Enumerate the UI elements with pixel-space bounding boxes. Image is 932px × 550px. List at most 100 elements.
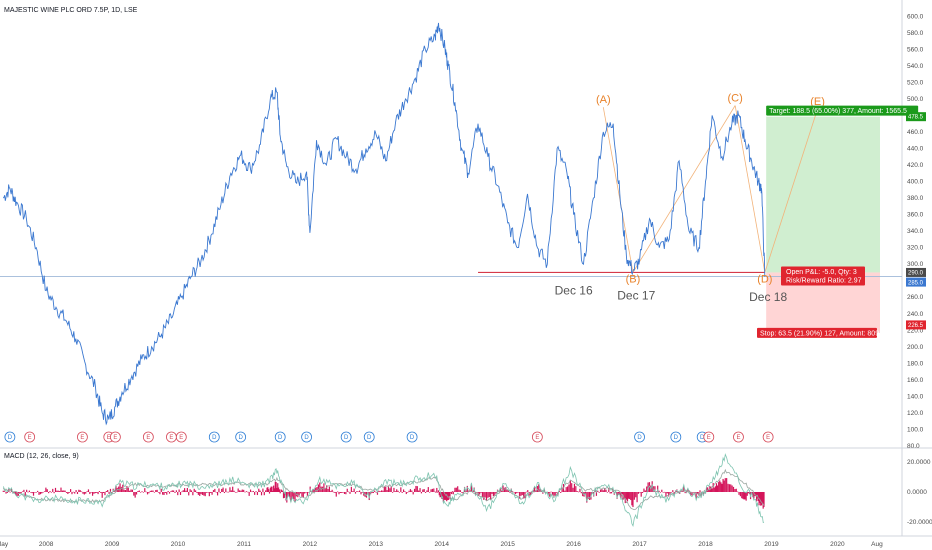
macd-histogram-bar — [419, 488, 421, 492]
time-tick-label: 2008 — [39, 541, 54, 548]
macd-histogram-bar — [640, 492, 642, 497]
dividend-icon[interactable]: D — [406, 431, 418, 443]
macd-histogram-bar — [371, 492, 373, 494]
macd-histogram-bar — [61, 490, 63, 492]
macd-histogram-bar — [251, 491, 253, 493]
time-tick-label: 2010 — [171, 541, 186, 548]
macd-histogram-bar — [401, 492, 403, 493]
earnings-icon[interactable]: E — [24, 431, 36, 443]
macd-histogram-bar — [452, 492, 454, 495]
macd-histogram-bar — [140, 492, 142, 493]
macd-histogram-bar — [627, 492, 630, 499]
macd-histogram-bar — [79, 490, 81, 492]
time-tick-label: 2018 — [698, 541, 713, 548]
svg-text:D: D — [700, 435, 705, 441]
macd-histogram-bar — [512, 491, 514, 492]
dividend-icon[interactable]: D — [274, 431, 286, 443]
macd-histogram-bar — [321, 486, 324, 492]
macd-histogram-bar — [705, 487, 708, 492]
macd-histogram-bar — [26, 489, 28, 492]
macd-histogram-bar — [633, 492, 635, 500]
earnings-icon[interactable]: E — [142, 431, 154, 443]
dividend-icon[interactable]: D — [301, 431, 312, 443]
macd-histogram-bar — [532, 489, 534, 492]
macd-histogram-bar — [518, 492, 521, 499]
macd-histogram-bar — [513, 492, 515, 493]
macd-histogram-bar — [290, 492, 292, 502]
macd-histogram-bar — [54, 487, 57, 492]
macd-histogram-bar — [87, 489, 90, 492]
macd-histogram-bar — [35, 492, 37, 493]
macd-histogram-bar — [39, 492, 41, 495]
macd-histogram-bar — [396, 489, 398, 492]
macd-histogram-bar — [470, 484, 473, 492]
svg-text:E: E — [169, 435, 173, 441]
macd-histogram-bar — [426, 490, 428, 492]
macd-histogram-bar — [503, 487, 505, 492]
earnings-icon[interactable]: E — [762, 431, 774, 443]
macd-histogram-bar — [267, 487, 269, 492]
wave-segment[interactable] — [764, 108, 818, 273]
macd-histogram-bar — [118, 486, 120, 492]
earnings-icon[interactable]: E — [703, 431, 715, 443]
earnings-icon[interactable]: E — [733, 431, 744, 443]
wave-segment[interactable] — [602, 107, 634, 273]
macd-histogram-bar — [716, 485, 719, 492]
macd-histogram-bar — [105, 491, 107, 492]
macd-histogram-bar — [665, 492, 667, 498]
price-tick-label: 540.0 — [907, 63, 924, 70]
macd-histogram-bar — [67, 492, 69, 495]
macd-histogram-bar — [539, 489, 541, 492]
macd-histogram-bar — [308, 492, 310, 493]
dividend-icon[interactable]: D — [235, 431, 247, 443]
macd-histogram-bar — [616, 492, 618, 499]
elliott-wave-lines[interactable] — [602, 105, 818, 273]
macd-histogram-bar — [275, 482, 277, 492]
macd-histogram-bar — [208, 492, 210, 497]
target-zone[interactable] — [766, 116, 880, 273]
dividend-icon[interactable]: D — [363, 431, 375, 443]
current-price-tag — [906, 277, 926, 287]
earnings-icon[interactable]: E — [175, 431, 187, 443]
price-tick-label: 400.0 — [907, 179, 924, 186]
macd-histogram-bar — [588, 492, 591, 500]
earnings-icon[interactable]: E — [166, 431, 177, 443]
macd-histogram-bar — [434, 491, 436, 493]
wave-segment[interactable] — [632, 105, 736, 273]
target-label-box — [766, 105, 919, 116]
dividend-icon[interactable]: D — [634, 431, 645, 443]
macd-histogram-bar — [390, 486, 392, 492]
macd-histogram-bar — [538, 484, 540, 492]
dividend-icon[interactable]: D — [208, 431, 220, 443]
macd-histogram-bar — [648, 482, 651, 492]
macd-histogram-bar — [186, 487, 188, 492]
macd-histogram-bar — [272, 490, 274, 492]
wave-segment[interactable] — [734, 105, 766, 273]
macd-histogram-bar — [192, 492, 194, 496]
macd-histogram-bar — [624, 492, 626, 504]
macd-histogram-bar — [312, 489, 314, 492]
earnings-icon[interactable]: E — [77, 431, 88, 443]
earnings-icon[interactable]: E — [109, 431, 121, 443]
price-line[interactable] — [2, 22, 766, 426]
svg-text:D: D — [674, 435, 679, 441]
price-tick-label: 220.0 — [907, 327, 924, 334]
macd-histogram-bar — [46, 489, 48, 492]
macd-histogram-bar — [236, 492, 238, 493]
macd-histogram-bar — [575, 486, 577, 492]
macd-histogram-bar — [449, 492, 451, 500]
macd-histogram-bar — [387, 485, 390, 492]
stop-label-box — [757, 327, 877, 338]
macd-histogram-bar — [554, 492, 556, 496]
macd-histogram-bar — [657, 485, 659, 492]
macd-histogram-bar — [447, 492, 449, 501]
macd-histogram-bar — [24, 492, 26, 497]
dividend-icon[interactable]: D — [670, 431, 682, 443]
dividend-icon[interactable]: D — [4, 431, 16, 443]
dividend-icon[interactable]: D — [340, 431, 352, 443]
earnings-icon[interactable]: E — [531, 431, 543, 443]
macd-histogram-bar — [438, 492, 440, 496]
macd-histogram-bar — [368, 492, 370, 501]
